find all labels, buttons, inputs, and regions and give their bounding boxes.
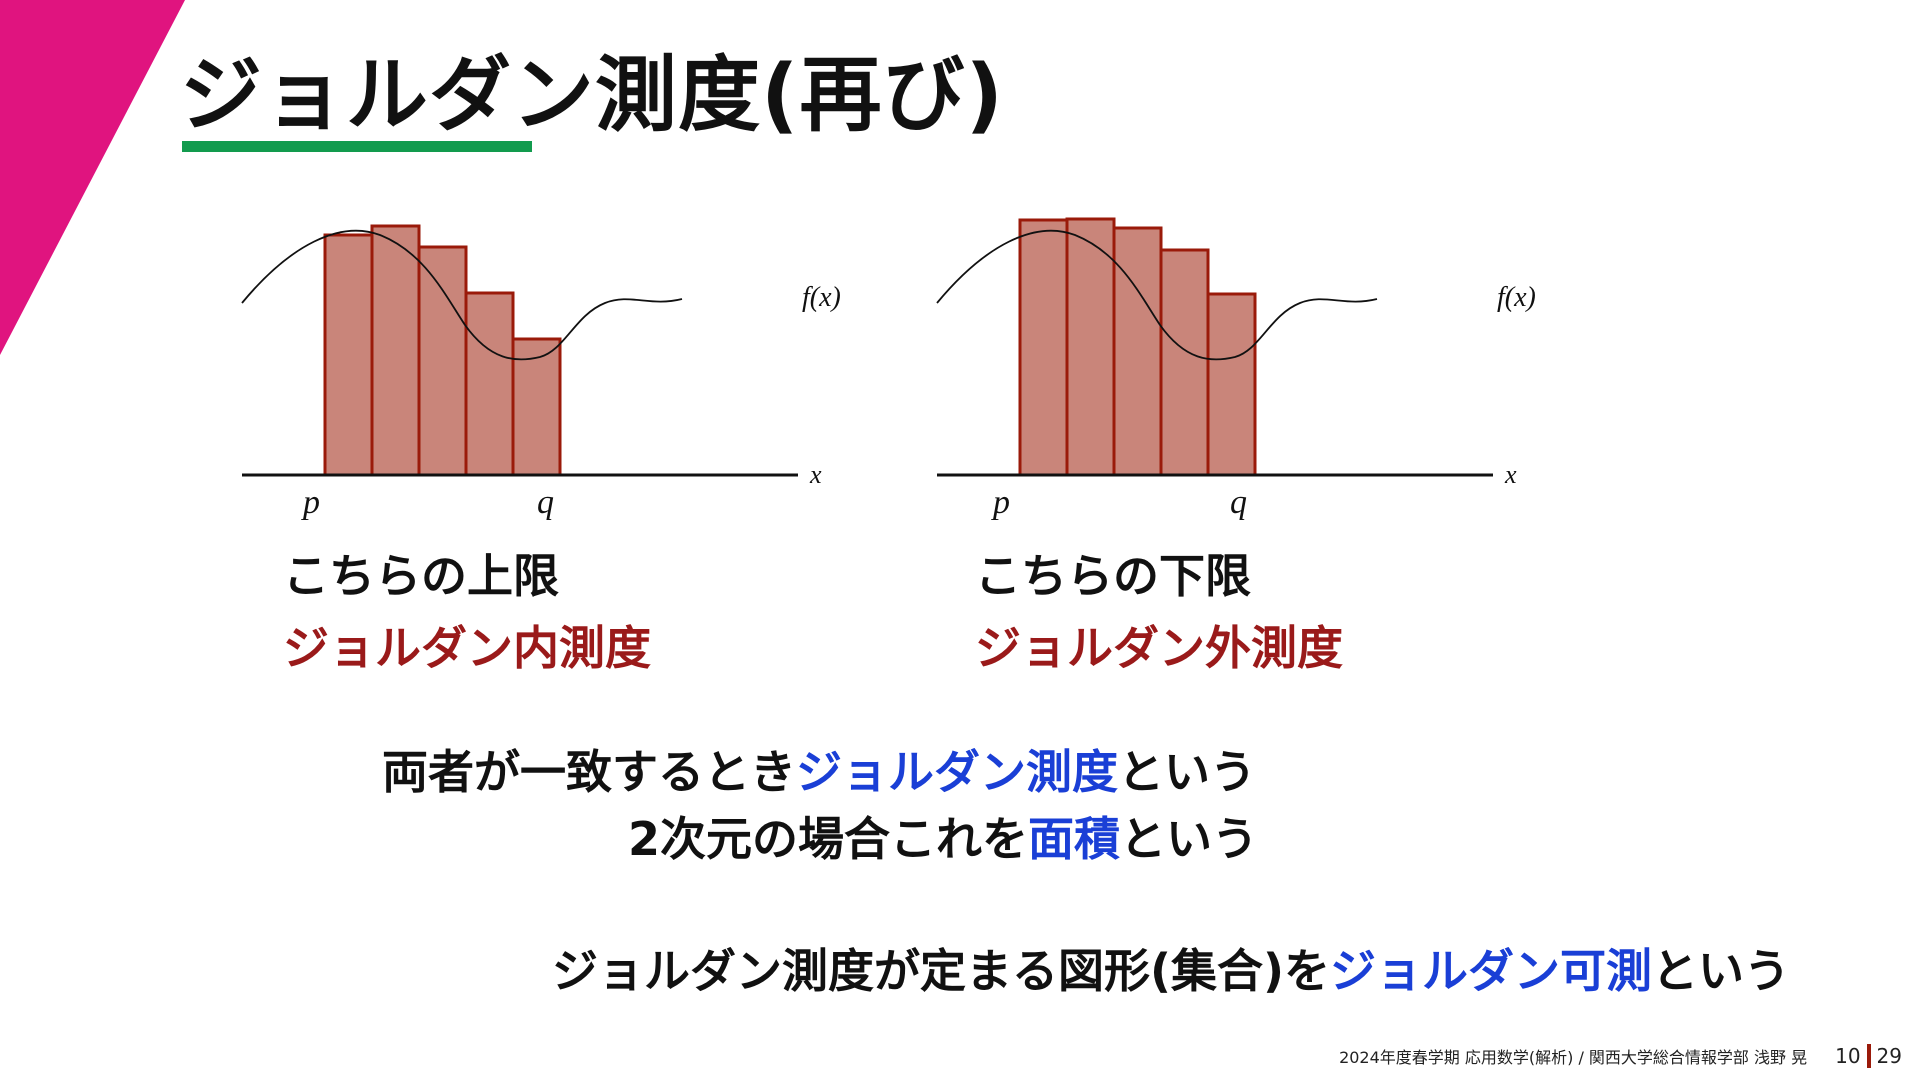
figure-inner-measure: f(x) x p q — [230, 195, 870, 525]
statement-line1-highlight: ジョルダン測度 — [796, 745, 1118, 799]
accent-triangle-shape — [0, 0, 185, 355]
inner-caption-line1: こちらの上限 — [283, 549, 559, 603]
bar-2 — [370, 224, 421, 477]
slide-title: ジョルダン測度(再び) — [180, 48, 1004, 143]
page-current: 10 — [1835, 1044, 1861, 1068]
function-curve — [241, 229, 683, 361]
function-label: f(x) — [1497, 282, 1536, 313]
bar-2 — [1065, 217, 1116, 477]
statement-line2-highlight: 面積 — [1028, 812, 1121, 866]
bar-4 — [1159, 248, 1210, 477]
outer-caption-line1: こちらの下限 — [975, 549, 1251, 603]
bar-4 — [464, 291, 515, 477]
statement-line2: 2次元の場合これを面積という — [628, 803, 1258, 869]
inner-bars — [323, 224, 562, 477]
outer-caption-line2: ジョルダン外測度 — [975, 621, 1343, 675]
outer-measure-diagram: f(x) x p q — [936, 217, 1536, 521]
function-curve — [936, 229, 1378, 361]
q-label: q — [537, 484, 554, 521]
statement-line3-highlight: ジョルダン可測 — [1330, 944, 1653, 998]
bar-3 — [417, 245, 468, 477]
statement-line1-post: という — [1118, 745, 1256, 799]
statement-line3: ジョルダン測度が定まる図形(集合)をジョルダン可測という — [552, 935, 1790, 1001]
bar-1 — [1018, 218, 1069, 477]
statement-line2-pre: 2次元の場合これを — [628, 812, 1029, 866]
statement-line1-pre: 両者が一致するとき — [382, 745, 796, 799]
q-label: q — [1230, 484, 1247, 521]
x-axis-label: x — [1504, 460, 1517, 489]
inner-caption-line2: ジョルダン内測度 — [283, 621, 651, 675]
page-total: 29 — [1876, 1044, 1902, 1068]
title-underline — [182, 141, 532, 152]
function-label: f(x) — [802, 282, 841, 313]
statement-line2-post: という — [1120, 812, 1259, 866]
footer-credit: 2024年度春学期 応用数学(解析) / 関西大学総合情報学部 浅野 晃 — [1339, 1048, 1808, 1067]
bar-1 — [323, 233, 374, 477]
inner-measure-diagram: f(x) x p q — [241, 224, 841, 521]
bar-3 — [1112, 226, 1163, 477]
slide-footer: 2024年度春学期 応用数学(解析) / 関西大学総合情報学部 浅野 晃 10 … — [1339, 1044, 1902, 1068]
p-label: p — [301, 484, 320, 521]
bar-5 — [1206, 292, 1257, 477]
p-label: p — [991, 484, 1010, 521]
page-separator — [1866, 1044, 1871, 1068]
figure-outer-measure: f(x) x p q — [925, 195, 1565, 525]
statement-line3-pre: ジョルダン測度が定まる図形(集合)を — [552, 944, 1331, 998]
statement-line1: 両者が一致するときジョルダン測度という — [382, 736, 1256, 802]
accent-triangle — [0, 0, 185, 355]
outer-bars — [1018, 217, 1257, 477]
x-axis-label: x — [809, 460, 822, 489]
statement-line3-post: という — [1652, 944, 1791, 998]
